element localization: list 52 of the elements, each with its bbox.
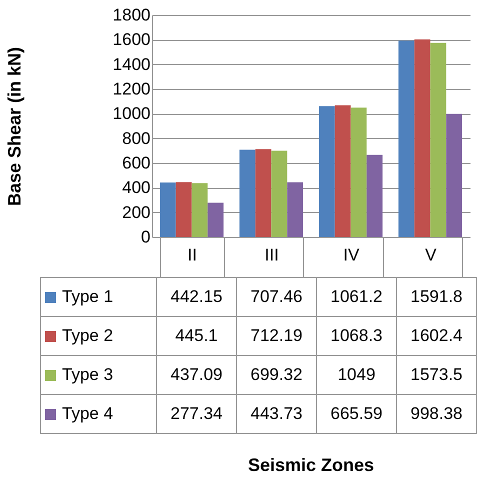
y-tick-label: 800 (122, 128, 150, 148)
data-label: 1591.8 (396, 278, 476, 316)
bar (398, 40, 414, 237)
legend-label: Type 3 (40, 356, 156, 394)
data-label: 437.09 (156, 356, 236, 394)
y-tick-label: 1400 (112, 54, 150, 74)
y-axis-title: Base Shear (in kN) (4, 46, 24, 206)
bar (414, 39, 430, 237)
data-label: 277.34 (156, 394, 236, 434)
y-tick-label: 1800 (112, 6, 150, 24)
legend-label: Type 4 (40, 394, 156, 434)
data-label: 998.38 (396, 394, 476, 434)
data-label: 445.1 (156, 316, 236, 356)
data-label: 1049 (316, 356, 396, 394)
data-label: 712.19 (236, 316, 316, 356)
y-tick-label: 600 (122, 154, 150, 172)
x-tick-label: III (264, 246, 279, 264)
bar (176, 182, 192, 237)
bar (446, 114, 462, 237)
text: Seismic Zones (246, 455, 376, 476)
y-tick-label: 200 (122, 202, 150, 222)
data-label: 1061.2 (316, 278, 396, 316)
data-label: 699.32 (236, 356, 316, 394)
x-tick-label: II (188, 246, 197, 264)
data-label: 1602.4 (396, 316, 476, 356)
data-label: 443.73 (236, 394, 316, 434)
bar (239, 150, 256, 237)
data-label: 1068.3 (316, 316, 396, 356)
y-tick-label: 400 (122, 178, 150, 198)
bar (192, 183, 208, 237)
data-label: 1573.5 (396, 356, 476, 394)
bar (208, 202, 224, 237)
data-label: 442.15 (156, 278, 236, 316)
bar (255, 149, 272, 237)
bar (287, 182, 304, 237)
legend-label: Type 1 (40, 278, 156, 316)
bar (334, 105, 351, 237)
y-tick-label: 1600 (112, 30, 150, 50)
bar (366, 154, 383, 237)
y-tick-label: 1000 (112, 104, 150, 124)
y-tick-label: 1200 (112, 80, 150, 98)
bar (160, 182, 176, 237)
data-label: 707.46 (236, 278, 316, 316)
bar (430, 42, 446, 237)
bar (271, 150, 288, 237)
data-label: 665.59 (316, 394, 396, 434)
bar (350, 108, 367, 237)
x-tick-label: IV (343, 246, 360, 264)
y-tick-label: 0 (141, 228, 150, 246)
x-tick-label: V (425, 246, 438, 264)
bar (318, 106, 335, 237)
legend-label: Type 2 (40, 316, 156, 356)
